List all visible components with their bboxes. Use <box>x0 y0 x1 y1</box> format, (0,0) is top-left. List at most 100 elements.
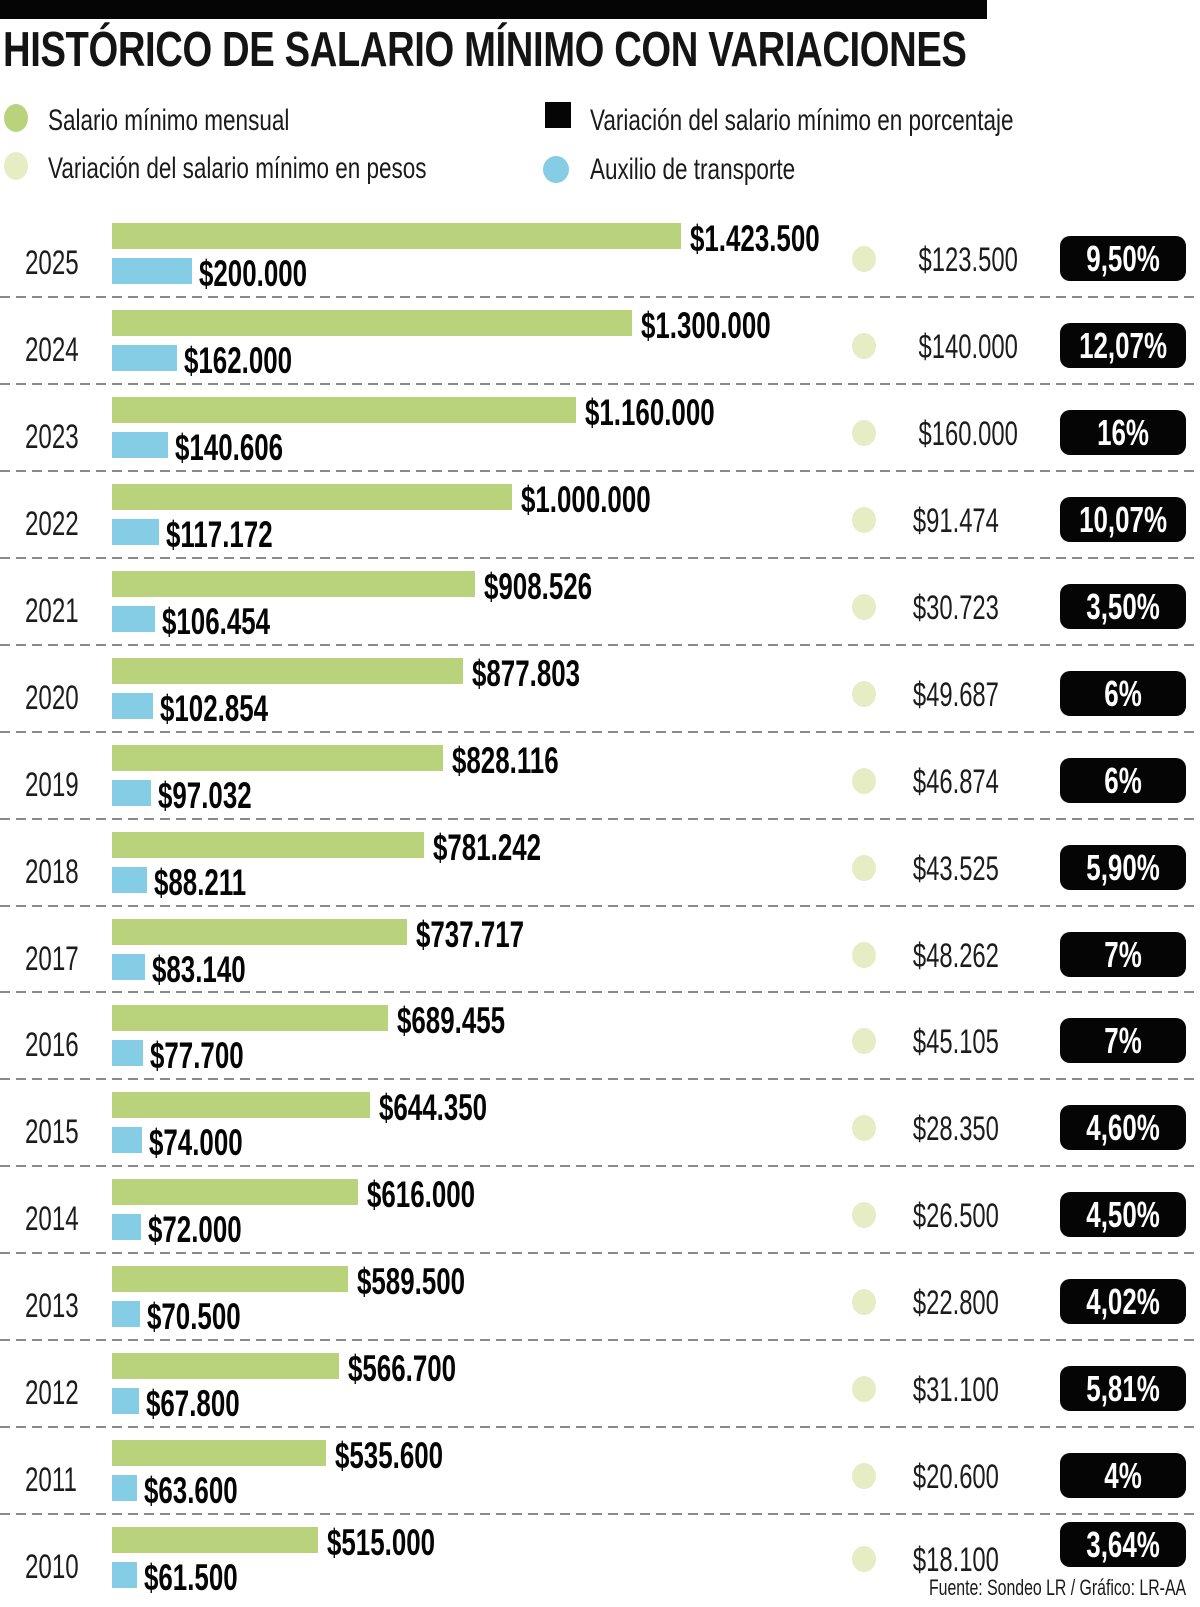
salary-value-label: $1.423.500 <box>690 218 820 259</box>
transport-aid-bar <box>112 258 192 284</box>
percent-variation-badge: 4,02% <box>1060 1279 1186 1324</box>
peso-variation-dot-icon <box>852 1202 876 1228</box>
transport-aid-bar <box>112 867 147 893</box>
transport-aid-value-label: $162.000 <box>184 340 293 381</box>
percent-variation-badge: 6% <box>1060 671 1186 716</box>
salary-value-label: $828.116 <box>452 740 559 781</box>
salary-bar <box>112 484 512 510</box>
peso-variation-dot-icon <box>852 1376 876 1402</box>
year-label: 2015 <box>25 1113 79 1151</box>
peso-variation-value-label: $49.687 <box>912 676 999 714</box>
peso-variation-value-label: $140.000 <box>918 328 1018 366</box>
peso-variation-value-label: $30.723 <box>912 589 999 627</box>
salary-value-label: $781.242 <box>433 827 542 868</box>
percent-variation-badge: 7% <box>1060 1018 1186 1063</box>
percent-variation-badge: 3,64% <box>1060 1522 1186 1567</box>
peso-variation-dot-icon <box>852 855 876 881</box>
year-row: 2015 $644.350 $74.000 $28.350 4,60% <box>0 1078 1200 1166</box>
year-row: 2019 $828.116 $97.032 $46.874 6% <box>0 731 1200 819</box>
year-row: 2022 $1.000.000 $117.172 $91.474 10,07% <box>0 470 1200 558</box>
percent-variation-badge: 5,90% <box>1060 845 1186 890</box>
salary-value-label: $1.300.000 <box>641 305 771 346</box>
peso-variation-value-label: $31.100 <box>912 1371 999 1409</box>
salary-bar <box>112 1092 370 1118</box>
transport-aid-bar <box>112 693 153 719</box>
transport-aid-value-label: $106.454 <box>162 601 271 642</box>
peso-variation-dot-icon <box>852 681 876 707</box>
transport-aid-value-label: $74.000 <box>149 1122 243 1163</box>
salary-bar <box>112 832 424 858</box>
salary-bar <box>112 571 475 597</box>
transport-aid-bar <box>112 432 168 458</box>
transport-aid-value-label: $67.800 <box>146 1383 240 1424</box>
peso-variation-dot-icon <box>852 1028 876 1054</box>
salary-value-label: $566.700 <box>348 1348 457 1389</box>
source-credit: Fuente: Sondeo LR / Gráfico: LR-AA <box>928 1575 1186 1600</box>
peso-variation-dot-icon <box>852 594 876 620</box>
peso-variation-value-label: $46.874 <box>912 763 999 801</box>
percent-variation-badge: 4% <box>1060 1453 1186 1498</box>
transport-aid-value-label: $61.500 <box>144 1557 238 1598</box>
transport-aid-value-label: $70.500 <box>147 1296 241 1337</box>
year-row: 2016 $689.455 $77.700 $45.105 7% <box>0 991 1200 1079</box>
transport-aid-value-label: $83.140 <box>152 949 246 990</box>
salary-bar <box>112 397 576 423</box>
transport-aid-bar <box>112 780 151 806</box>
peso-variation-dot-icon <box>852 1463 876 1489</box>
salary-bar <box>112 658 463 684</box>
salary-value-label: $737.717 <box>416 914 525 955</box>
peso-variation-value-label: $18.100 <box>912 1541 999 1579</box>
year-row: 2025 $1.423.500 $200.000 $123.500 9,50% <box>0 210 1200 297</box>
year-label: 2020 <box>25 679 79 717</box>
peso-variation-dot-icon <box>852 768 876 794</box>
year-row: 2014 $616.000 $72.000 $26.500 4,50% <box>0 1165 1200 1253</box>
year-label: 2014 <box>25 1200 79 1238</box>
transport-aid-value-label: $77.700 <box>150 1035 244 1076</box>
transport-aid-bar <box>112 606 155 632</box>
salary-bar <box>112 919 407 945</box>
salary-bar <box>112 310 632 336</box>
year-label: 2011 <box>25 1461 77 1499</box>
salary-value-label: $535.600 <box>335 1435 444 1476</box>
transport-aid-value-label: $117.172 <box>166 514 273 555</box>
salary-bar <box>112 745 443 771</box>
peso-variation-dot-icon <box>852 246 876 272</box>
transport-aid-value-label: $140.606 <box>175 427 284 468</box>
salary-bar <box>112 223 681 249</box>
year-row: 2010 $515.000 $61.500 $18.100 3,64% <box>0 1513 1200 1601</box>
peso-variation-value-label: $20.600 <box>912 1458 999 1496</box>
pale-green-dot-icon <box>4 152 28 180</box>
peso-variation-value-label: $43.525 <box>912 850 999 888</box>
legend-label: Variación del salario mínimo en porcenta… <box>590 104 1014 137</box>
transport-aid-bar <box>112 1562 137 1588</box>
page-title: HISTÓRICO DE SALARIO MÍNIMO CON VARIACIO… <box>3 23 967 77</box>
transport-aid-value-label: $88.211 <box>154 862 247 903</box>
year-row: 2017 $737.717 $83.140 $48.262 7% <box>0 905 1200 993</box>
percent-variation-badge: 3,50% <box>1060 584 1186 629</box>
transport-aid-bar <box>112 1040 143 1066</box>
year-label: 2012 <box>25 1374 79 1412</box>
year-row: 2023 $1.160.000 $140.606 $160.000 16% <box>0 383 1200 471</box>
green-dot-icon <box>4 104 28 132</box>
year-label: 2013 <box>25 1287 79 1325</box>
transport-aid-value-label: $72.000 <box>148 1209 242 1250</box>
transport-aid-value-label: $63.600 <box>144 1470 238 1511</box>
salary-bar <box>112 1527 318 1553</box>
salary-bar <box>112 1005 388 1031</box>
transport-aid-value-label: $200.000 <box>199 253 308 294</box>
transport-aid-bar <box>112 345 177 371</box>
peso-variation-dot-icon <box>852 333 876 359</box>
percent-variation-badge: 12,07% <box>1060 323 1186 368</box>
legend-label: Salario mínimo mensual <box>48 104 290 137</box>
year-label: 2018 <box>25 853 79 891</box>
year-label: 2021 <box>25 592 79 630</box>
transport-aid-bar <box>112 1214 141 1240</box>
salary-value-label: $515.000 <box>327 1522 436 1563</box>
blue-dot-icon <box>543 156 569 183</box>
peso-variation-value-label: $26.500 <box>912 1197 999 1235</box>
transport-aid-bar <box>112 1127 142 1153</box>
year-row: 2024 $1.300.000 $162.000 $140.000 12,07% <box>0 296 1200 384</box>
year-label: 2017 <box>25 940 79 978</box>
year-label: 2019 <box>25 766 79 804</box>
transport-aid-value-label: $102.854 <box>160 688 269 729</box>
